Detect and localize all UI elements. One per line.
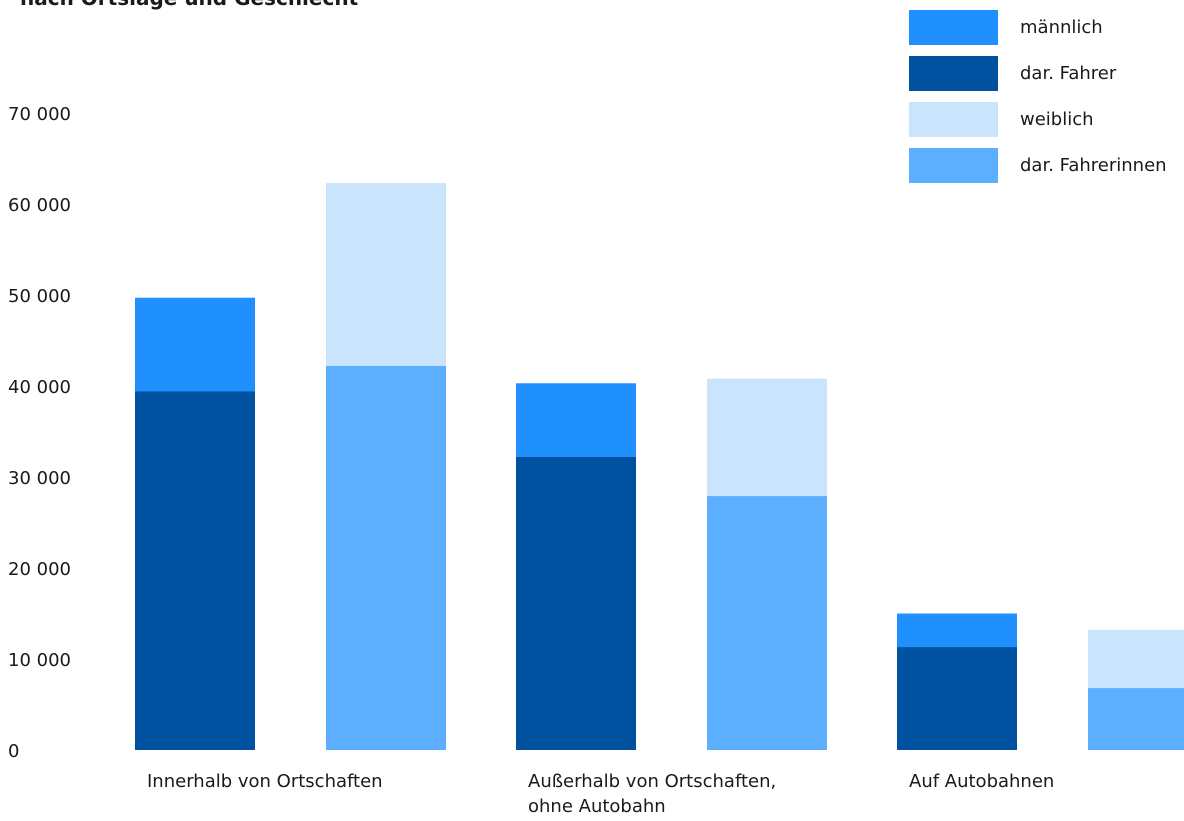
- bar-dar-fahrer: [516, 456, 636, 750]
- legend-label-dar-fahrer: dar. Fahrer: [1020, 63, 1117, 84]
- legend-item-weiblich: weiblich: [909, 102, 1167, 137]
- category-label: Innerhalb von Ortschaften: [147, 771, 383, 792]
- legend-label-weiblich: weiblich: [1020, 109, 1094, 130]
- y-tick-label: 70 000: [8, 104, 71, 125]
- legend: männlich dar. Fahrer weiblich dar. Fahre…: [909, 10, 1167, 194]
- legend-item-maennlich: männlich: [909, 10, 1167, 45]
- y-tick-label: 60 000: [8, 195, 71, 216]
- y-tick-label: 40 000: [8, 377, 71, 398]
- bar-dar-fahrerinnen: [707, 496, 827, 750]
- bar-dar-fahrerinnen: [1088, 688, 1184, 750]
- bar-dar-fahrer: [135, 391, 255, 750]
- bar-dar-fahrer: [897, 647, 1017, 750]
- category-label: Außerhalb von Ortschaften,: [528, 771, 776, 792]
- legend-swatch-weiblich: [909, 102, 998, 137]
- chart-title: nach Ortslage und Geschlecht: [20, 0, 358, 10]
- y-tick-label: 30 000: [8, 468, 71, 489]
- bar-dar-fahrerinnen: [326, 365, 446, 750]
- legend-label-dar-fahrerinnen: dar. Fahrerinnen: [1020, 155, 1167, 176]
- y-tick-label: 20 000: [8, 559, 71, 580]
- category-label: ohne Autobahn: [528, 796, 666, 817]
- legend-swatch-dar-fahrerinnen: [909, 148, 998, 183]
- legend-swatch-dar-fahrer: [909, 56, 998, 91]
- legend-item-dar-fahrer: dar. Fahrer: [909, 56, 1167, 91]
- category-label: Auf Autobahnen: [909, 771, 1054, 792]
- y-tick-label: 50 000: [8, 286, 71, 307]
- legend-swatch-maennlich: [909, 10, 998, 45]
- y-tick-label: 10 000: [8, 650, 71, 671]
- y-tick-label: 0: [8, 741, 19, 762]
- legend-item-dar-fahrerinnen: dar. Fahrerinnen: [909, 148, 1167, 183]
- legend-label-maennlich: männlich: [1020, 17, 1103, 38]
